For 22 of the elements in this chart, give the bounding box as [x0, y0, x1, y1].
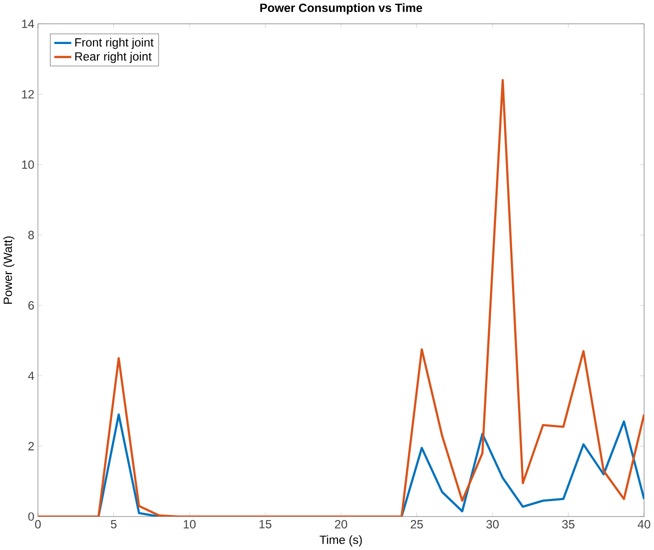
- y-tick-label: 4: [28, 372, 34, 380]
- y-tick-label: 6: [28, 301, 34, 310]
- y-tick-label: 14: [22, 20, 34, 28]
- y-tick-label: 0: [28, 512, 34, 521]
- x-tick-label: 35: [562, 520, 574, 529]
- legend-label: Rear right joint: [75, 52, 152, 64]
- chart-title: Power Consumption vs Time: [260, 3, 422, 15]
- x-tick-label: 0: [35, 520, 41, 529]
- x-tick-label: 10: [184, 520, 196, 529]
- y-tick-label: 8: [28, 230, 34, 240]
- y-tick-label: 10: [22, 160, 34, 169]
- x-tick-label: 30: [486, 520, 499, 529]
- x-tick-label: 25: [410, 520, 423, 529]
- y-tick-label: 12: [22, 90, 34, 99]
- x-tick-label: 15: [260, 520, 272, 529]
- x-tick-label: 20: [334, 520, 348, 529]
- x-axis-title: Time (s): [320, 535, 362, 547]
- y-axis-title: Power (Watt): [3, 236, 14, 304]
- y-tick-label: 2: [28, 442, 34, 450]
- x-tick-label: 40: [638, 520, 650, 529]
- x-tick-label: 5: [110, 520, 116, 529]
- legend-label: Front right joint: [75, 38, 154, 50]
